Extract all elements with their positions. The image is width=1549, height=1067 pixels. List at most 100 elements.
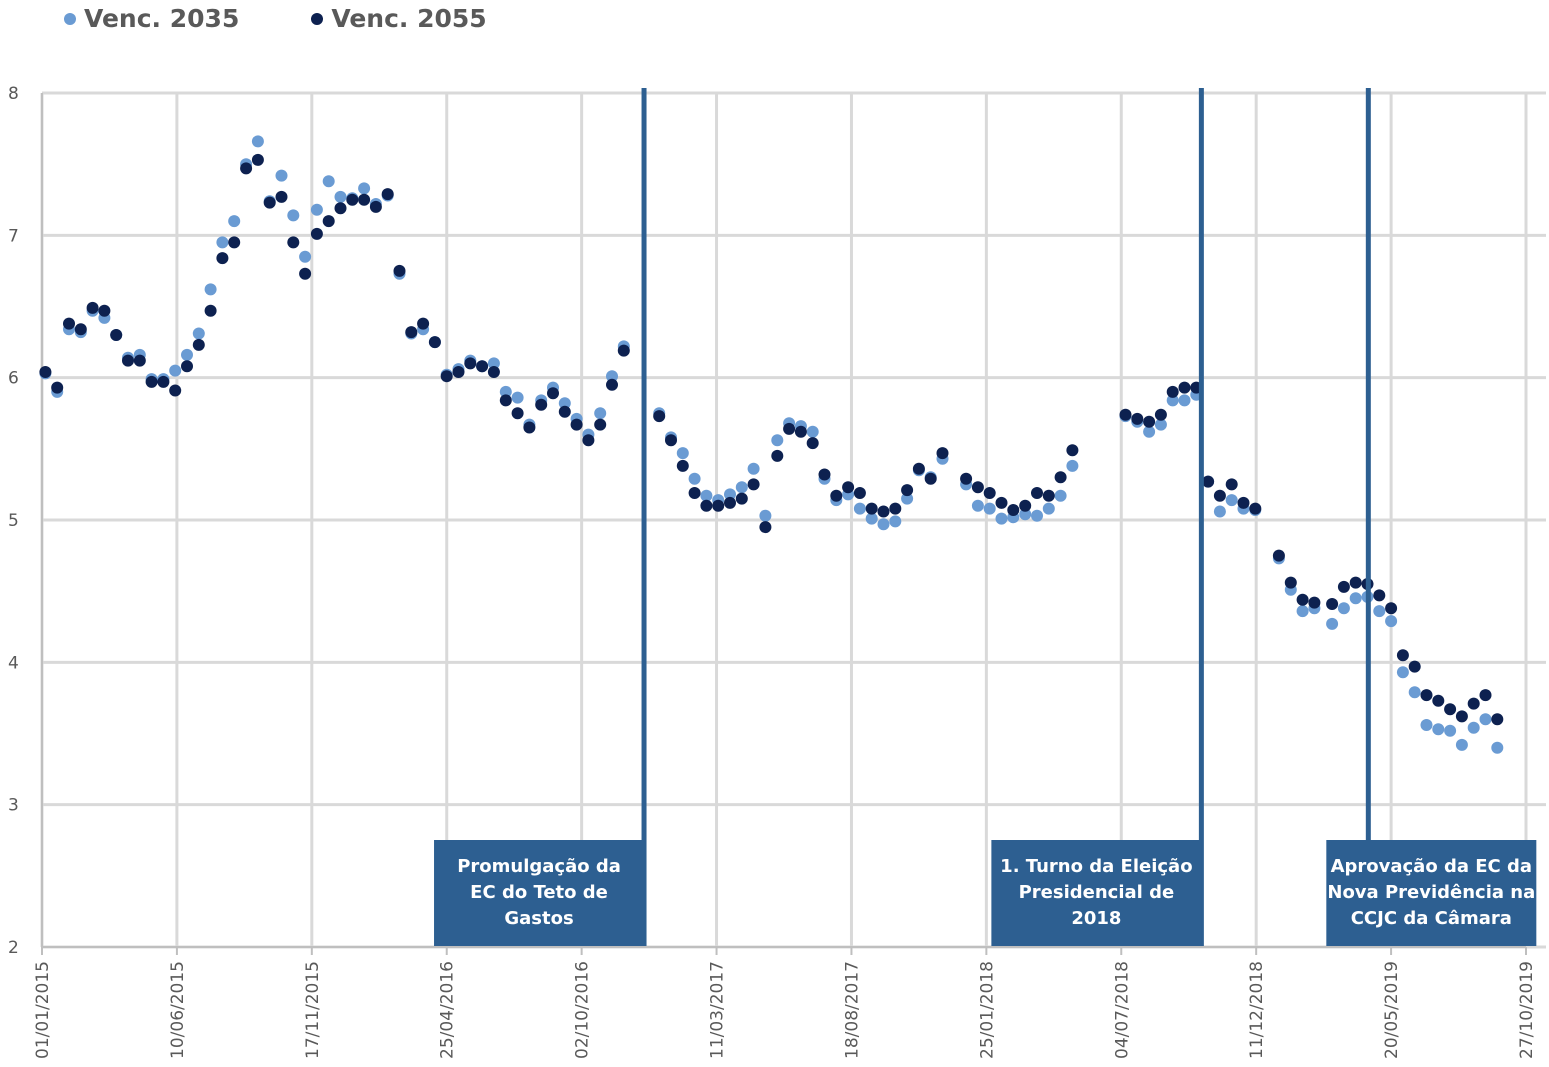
point-venc-2055 — [653, 410, 666, 423]
point-venc-2035 — [700, 489, 713, 502]
point-venc-2055 — [1467, 697, 1480, 710]
point-venc-2055 — [287, 236, 300, 249]
point-venc-2055 — [1272, 549, 1285, 562]
x-tick-label: 11/03/2017 — [708, 961, 728, 1059]
point-venc-2055 — [594, 418, 607, 431]
point-venc-2055 — [1444, 703, 1457, 716]
point-venc-2055 — [688, 487, 701, 499]
point-venc-2035 — [1432, 723, 1445, 736]
point-venc-2055 — [98, 304, 111, 317]
point-venc-2055 — [169, 384, 182, 397]
point-venc-2035 — [334, 190, 347, 203]
point-venc-2055 — [1213, 489, 1226, 502]
point-venc-2055 — [110, 329, 123, 341]
point-venc-2055 — [1420, 689, 1433, 702]
point-venc-2055 — [1237, 496, 1250, 509]
point-venc-2055 — [1373, 589, 1386, 602]
point-venc-2055 — [712, 499, 725, 512]
point-venc-2035 — [676, 447, 689, 460]
point-venc-2035 — [1178, 394, 1191, 407]
point-venc-2035 — [511, 391, 524, 404]
point-venc-2035 — [251, 135, 264, 148]
point-venc-2055 — [499, 394, 512, 407]
point-venc-2055 — [830, 489, 843, 502]
point-venc-2055 — [63, 317, 75, 330]
point-venc-2035 — [1019, 508, 1032, 521]
event-label-line: Presidencial de — [1019, 882, 1175, 903]
point-venc-2035 — [1225, 494, 1238, 507]
point-venc-2055 — [1326, 598, 1339, 610]
point-venc-2035 — [322, 175, 335, 188]
y-tick-label: 5 — [8, 511, 19, 531]
point-venc-2035 — [1337, 602, 1350, 615]
point-venc-2035 — [1408, 686, 1421, 699]
point-venc-2055 — [122, 354, 134, 367]
point-venc-2055 — [358, 193, 371, 206]
x-tick-label: 25/04/2016 — [438, 961, 458, 1059]
point-venc-2055 — [676, 459, 689, 472]
x-tick-label: 27/10/2019 — [1517, 961, 1537, 1059]
point-venc-2055 — [1479, 689, 1492, 702]
point-venc-2055 — [1066, 444, 1079, 457]
y-tick-label: 3 — [8, 796, 19, 816]
legend-item-venc-2035: Venc. 2035 — [64, 4, 239, 33]
x-tick-label: 01/01/2015 — [33, 961, 53, 1059]
point-venc-2055 — [275, 190, 288, 203]
point-venc-2055 — [1349, 576, 1362, 589]
event-label-box — [991, 840, 1202, 946]
point-venc-2035 — [806, 425, 819, 438]
point-venc-2055 — [192, 338, 205, 351]
point-venc-2055 — [724, 496, 736, 509]
point-venc-2055 — [771, 449, 784, 462]
point-venc-2035 — [1143, 425, 1156, 438]
point-venc-2055 — [1491, 713, 1504, 726]
event-label-box — [434, 840, 645, 946]
point-venc-2055 — [1007, 504, 1020, 516]
point-venc-2035 — [971, 499, 984, 512]
x-tick-label: 04/07/2018 — [1112, 961, 1132, 1059]
point-venc-2035 — [1420, 719, 1433, 731]
point-venc-2035 — [771, 434, 784, 447]
point-venc-2035 — [995, 512, 1008, 525]
point-venc-2035 — [1031, 509, 1043, 522]
point-venc-2055 — [487, 366, 500, 378]
point-venc-2055 — [1154, 408, 1167, 421]
legend-label-venc-2035: Venc. 2035 — [84, 4, 240, 33]
x-tick-label: 25/01/2018 — [977, 961, 997, 1059]
y-tick-label: 2 — [8, 938, 19, 958]
legend: Venc. 2035 Venc. 2055 — [64, 4, 487, 33]
point-venc-2035 — [688, 472, 701, 485]
point-venc-2035 — [759, 509, 772, 522]
point-venc-2035 — [204, 283, 217, 296]
point-venc-2035 — [216, 236, 229, 249]
point-venc-2035 — [1042, 502, 1055, 515]
point-venc-2055 — [1019, 499, 1032, 512]
point-venc-2035 — [901, 492, 914, 505]
point-venc-2035 — [1213, 505, 1226, 518]
point-venc-2035 — [1385, 615, 1398, 628]
point-venc-2055 — [912, 462, 925, 475]
point-venc-2055 — [240, 162, 253, 175]
point-venc-2035 — [275, 169, 288, 182]
point-venc-2055 — [735, 492, 748, 505]
point-venc-2055 — [369, 200, 382, 213]
point-venc-2055 — [582, 434, 595, 447]
point-venc-2055 — [1396, 649, 1409, 662]
point-venc-2055 — [133, 354, 146, 367]
point-venc-2055 — [865, 502, 878, 515]
point-venc-2055 — [606, 378, 618, 391]
point-venc-2035 — [1326, 617, 1339, 630]
point-venc-2055 — [322, 215, 335, 228]
point-venc-2055 — [1308, 596, 1321, 609]
point-venc-2035 — [889, 515, 902, 528]
point-venc-2035 — [1054, 489, 1067, 502]
point-venc-2055 — [759, 521, 772, 534]
point-venc-2055 — [818, 468, 831, 481]
point-venc-2055 — [901, 484, 914, 497]
point-venc-2055 — [51, 381, 64, 394]
point-venc-2055 — [1408, 660, 1421, 673]
point-venc-2055 — [1054, 471, 1067, 484]
point-venc-2055 — [1042, 489, 1055, 502]
point-venc-2055 — [877, 505, 890, 518]
point-venc-2055 — [842, 481, 855, 494]
